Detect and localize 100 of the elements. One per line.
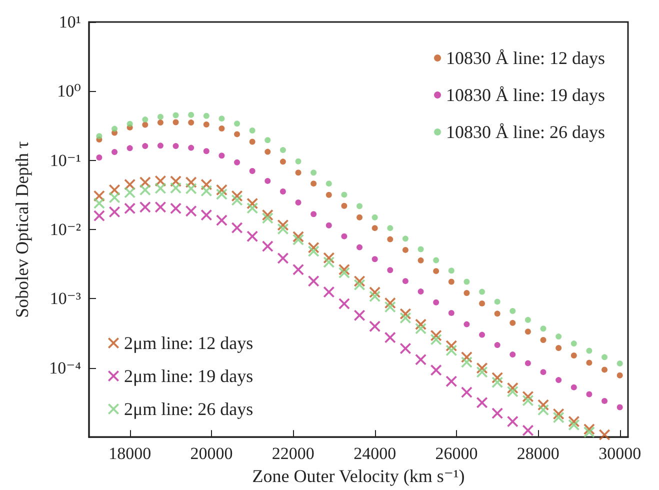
y-tick-label: 10⁰ — [57, 82, 82, 101]
point — [494, 310, 500, 317]
x-tick-label: 20000 — [190, 444, 233, 464]
point — [507, 416, 518, 428]
point — [157, 120, 164, 126]
point — [142, 116, 148, 123]
point — [186, 183, 197, 194]
y-tick-label: 10⁻³ — [50, 289, 81, 308]
point — [264, 148, 271, 155]
point — [570, 352, 577, 359]
point — [570, 340, 577, 347]
point — [387, 267, 394, 274]
point — [218, 152, 225, 159]
point — [540, 337, 546, 344]
point — [216, 214, 228, 226]
point — [188, 144, 194, 151]
point — [218, 116, 225, 122]
point — [433, 299, 440, 306]
point — [323, 256, 334, 268]
point — [553, 412, 564, 423]
point — [402, 278, 408, 284]
point — [430, 334, 442, 346]
point — [295, 200, 302, 206]
point — [246, 202, 258, 214]
point — [356, 244, 363, 250]
point — [234, 120, 240, 127]
point — [524, 328, 531, 335]
point — [280, 158, 286, 165]
point — [448, 268, 454, 274]
point — [142, 122, 148, 128]
legend-label: 10830 Å line: 19 days — [446, 85, 606, 105]
y-axis-title: Sobolev Optical Depth τ — [12, 141, 32, 318]
point — [492, 408, 503, 419]
point — [418, 288, 424, 295]
point — [109, 192, 120, 204]
point — [249, 138, 256, 145]
point — [369, 320, 380, 332]
point — [262, 212, 274, 224]
point — [200, 185, 212, 196]
point — [556, 345, 562, 352]
point — [524, 360, 531, 366]
point — [510, 352, 516, 358]
point — [476, 397, 488, 408]
point — [326, 222, 332, 228]
point — [492, 376, 503, 388]
point — [522, 395, 534, 406]
legend-label: 10830 Å line: 26 days — [446, 122, 606, 142]
point — [140, 202, 151, 213]
point — [586, 360, 592, 366]
point — [170, 182, 182, 194]
point — [186, 206, 197, 217]
point — [400, 312, 411, 324]
point — [140, 184, 151, 196]
point — [126, 120, 133, 127]
point — [157, 142, 164, 149]
point — [188, 120, 194, 126]
point — [479, 288, 486, 295]
point — [372, 256, 378, 262]
point — [461, 356, 472, 368]
point — [96, 133, 102, 140]
point — [540, 326, 546, 332]
point — [418, 257, 424, 264]
x-tick-label: 22000 — [272, 444, 314, 464]
y-tick-label: 10⁻¹ — [50, 150, 81, 170]
point — [384, 301, 396, 312]
point — [461, 386, 472, 398]
point — [295, 158, 302, 164]
point — [354, 310, 366, 321]
point — [616, 404, 623, 410]
x-tick-label: 28000 — [516, 444, 560, 464]
point — [356, 214, 363, 220]
point — [264, 178, 271, 184]
x-tick-label: 30000 — [598, 444, 642, 464]
point — [507, 386, 518, 398]
point — [602, 366, 608, 373]
point — [341, 192, 348, 198]
point — [341, 202, 348, 209]
point — [234, 131, 240, 138]
point — [234, 159, 240, 166]
point — [310, 211, 317, 218]
point — [522, 424, 534, 436]
legend-label: 2μm line: 12 days — [124, 333, 254, 353]
point — [448, 310, 454, 316]
point — [586, 391, 592, 398]
point — [94, 210, 105, 222]
point — [310, 180, 317, 187]
point — [372, 225, 378, 232]
point — [172, 119, 179, 126]
point — [599, 429, 610, 440]
point — [510, 320, 516, 326]
point — [172, 112, 179, 118]
legend-label: 2μm line: 19 days — [124, 366, 254, 386]
point — [154, 202, 166, 213]
point — [369, 290, 380, 302]
point — [292, 264, 304, 276]
point — [354, 279, 366, 290]
point — [584, 426, 595, 438]
point — [124, 202, 136, 214]
point — [203, 148, 210, 154]
point — [341, 233, 348, 240]
